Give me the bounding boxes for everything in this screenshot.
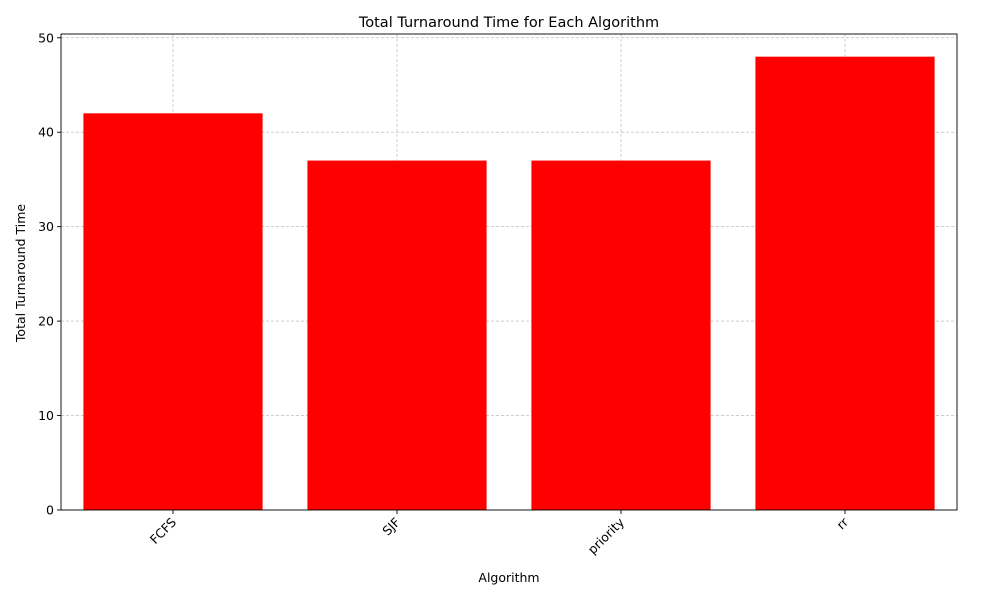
bars-layer: [83, 56, 935, 511]
x-tick-label: priority: [585, 514, 628, 557]
y-tick-label: 40: [38, 125, 54, 140]
axes-layer: [60, 33, 958, 511]
bar-sjf: [307, 160, 487, 511]
y-tick-label: 30: [38, 219, 54, 234]
y-axis-label: Total Turnaround Time: [13, 204, 28, 343]
y-tick-label: 50: [38, 30, 54, 45]
x-tick-label: SJF: [379, 515, 403, 539]
bar-priority: [531, 160, 711, 511]
chart-title: Total Turnaround Time for Each Algorithm: [358, 15, 659, 31]
y-tick-label: 0: [46, 503, 54, 518]
x-axis-label: Algorithm: [478, 570, 539, 585]
bar-fcfs: [83, 113, 263, 510]
x-tick-label: rr: [833, 514, 851, 532]
y-tick-label: 20: [38, 314, 54, 329]
bar-rr: [755, 56, 935, 511]
y-tick-label: 10: [38, 408, 54, 423]
plot-frame: [60, 33, 958, 511]
x-tick-label: FCFS: [147, 514, 179, 546]
